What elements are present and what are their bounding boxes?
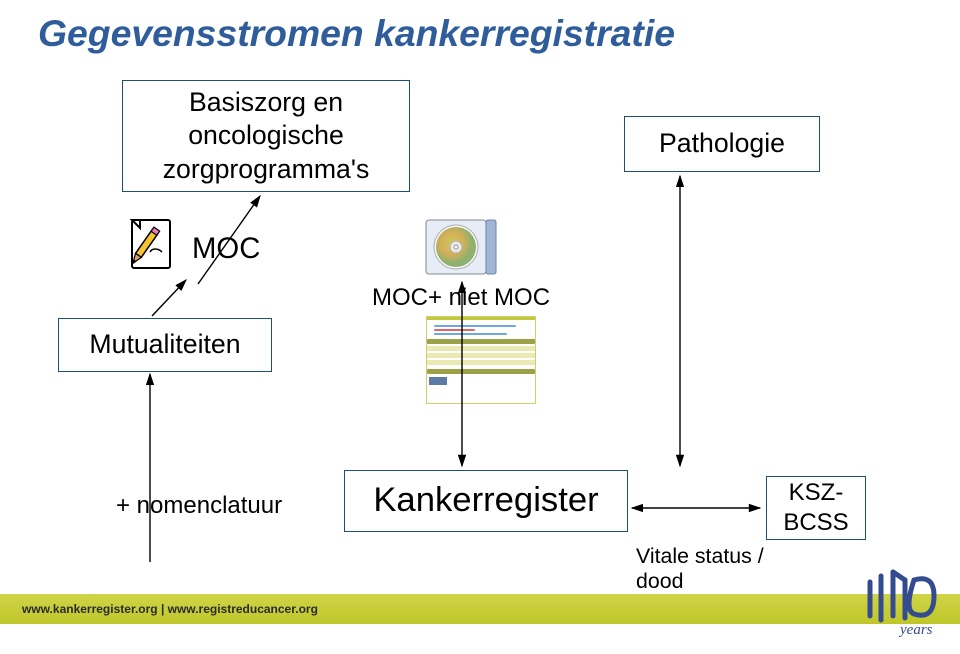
box-ksz-text: KSZ-BCSS <box>783 478 848 538</box>
paper-pencil-icon <box>122 214 182 274</box>
box-basiszorg-text: Basiszorg enoncologischezorgprogramma's <box>163 86 370 186</box>
ten-years-logo-icon: years <box>860 566 944 638</box>
label-moc-niet-moc: MOC+ niet MOC <box>372 284 550 312</box>
box-ksz: KSZ-BCSS <box>766 476 866 540</box>
box-kankerregister: Kankerregister <box>344 470 628 532</box>
label-vitale-status: Vitale status /dood <box>636 544 764 594</box>
box-kankerregister-text: Kankerregister <box>373 479 598 522</box>
page-title: Gegevensstromen kankerregistratie <box>38 12 675 55</box>
label-moc: MOC <box>192 232 260 266</box>
footer-bar: www.kankerregister.org | www.registreduc… <box>0 594 960 624</box>
logo-years-text: years <box>898 622 933 638</box>
cd-icon <box>420 216 500 280</box>
label-nomenclatuur: + nomenclatuur <box>116 492 282 520</box>
box-pathologie: Pathologie <box>624 116 820 172</box>
form-thumbnail-icon <box>426 316 536 404</box>
box-pathologie-text: Pathologie <box>659 127 785 160</box>
box-mutualiteiten: Mutualiteiten <box>58 318 272 372</box>
box-mutualiteiten-text: Mutualiteiten <box>89 328 240 361</box>
footer-text: www.kankerregister.org | www.registreduc… <box>22 602 318 616</box>
box-basiszorg: Basiszorg enoncologischezorgprogramma's <box>122 80 410 192</box>
